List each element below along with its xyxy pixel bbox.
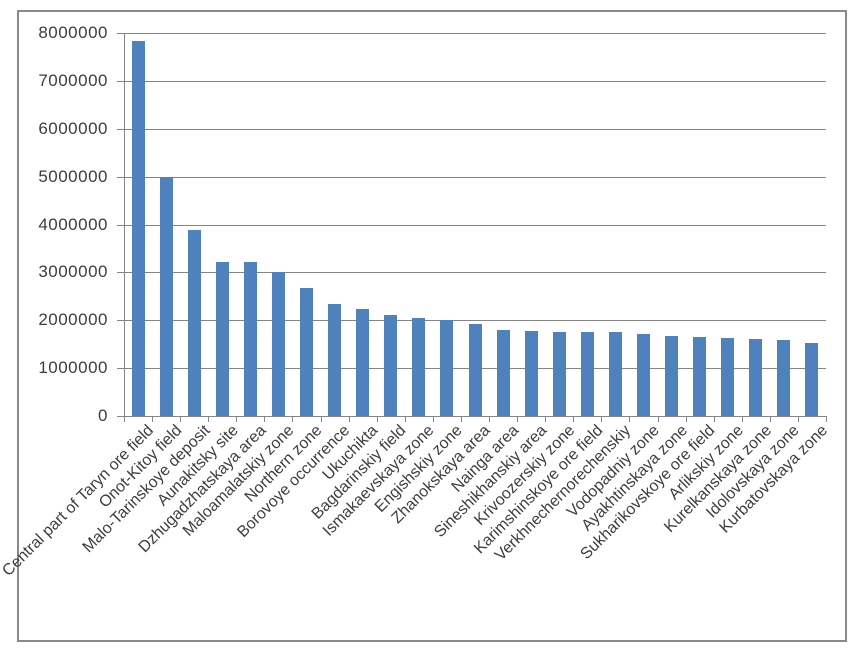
x-axis-tick — [349, 416, 350, 422]
x-axis-tick — [264, 416, 265, 422]
x-axis-tick — [292, 416, 293, 422]
x-axis-tick — [742, 416, 743, 422]
y-axis-label: 3000000 — [38, 262, 108, 281]
bar — [160, 177, 173, 416]
bar — [553, 332, 566, 416]
y-axis-line — [124, 33, 125, 417]
bar — [272, 272, 285, 416]
bar — [132, 41, 145, 416]
x-axis-tick — [573, 416, 574, 422]
gridline — [124, 272, 826, 273]
y-axis-label: 0 — [98, 406, 108, 425]
bar — [777, 340, 790, 416]
y-axis-tick — [117, 129, 124, 130]
bar — [188, 230, 201, 416]
bar — [609, 332, 622, 416]
bar — [637, 334, 650, 416]
y-axis-label: 2000000 — [38, 310, 108, 329]
y-axis-label: 4000000 — [38, 215, 108, 234]
x-axis-tick — [629, 416, 630, 422]
x-axis-tick — [461, 416, 462, 422]
y-axis-label: 6000000 — [38, 119, 108, 138]
x-axis-tick — [321, 416, 322, 422]
bar — [581, 332, 594, 416]
x-axis-tick — [152, 416, 153, 422]
y-axis-tick — [117, 225, 124, 226]
x-axis-tick — [714, 416, 715, 422]
x-axis-tick — [180, 416, 181, 422]
bar — [525, 331, 538, 416]
gridline — [124, 81, 826, 82]
x-axis-line — [124, 416, 827, 417]
x-axis-tick — [545, 416, 546, 422]
y-axis-tick — [117, 320, 124, 321]
y-axis-tick — [117, 368, 124, 369]
y-axis-label: 5000000 — [38, 167, 108, 186]
bar — [412, 318, 425, 416]
x-axis-tick — [517, 416, 518, 422]
bar — [216, 262, 229, 416]
gridline — [124, 225, 826, 226]
x-axis-tick — [377, 416, 378, 422]
bar — [328, 304, 341, 416]
y-axis-label: 8000000 — [38, 23, 108, 42]
x-axis-tick — [489, 416, 490, 422]
x-axis-tick — [236, 416, 237, 422]
bar — [440, 320, 453, 416]
x-axis-tick — [405, 416, 406, 422]
bar — [384, 315, 397, 416]
chart-border-frame — [17, 10, 847, 642]
gridline — [124, 129, 826, 130]
gridline — [124, 320, 826, 321]
bar — [497, 330, 510, 416]
x-axis-tick — [826, 416, 827, 422]
x-axis-tick — [208, 416, 209, 422]
bar — [469, 324, 482, 416]
bar — [805, 343, 818, 416]
x-axis-tick — [770, 416, 771, 422]
bar — [300, 288, 313, 416]
y-axis-tick — [117, 272, 124, 273]
bar — [244, 262, 257, 416]
bar — [721, 338, 734, 416]
y-axis-tick — [117, 177, 124, 178]
x-axis-tick — [798, 416, 799, 422]
bar — [749, 339, 762, 416]
x-axis-tick — [124, 416, 125, 422]
y-axis-tick — [117, 416, 124, 417]
bar — [665, 336, 678, 416]
gridline — [124, 177, 826, 178]
x-axis-tick — [658, 416, 659, 422]
x-axis-tick — [601, 416, 602, 422]
x-axis-tick — [433, 416, 434, 422]
y-axis-tick — [117, 33, 124, 34]
bar — [356, 309, 369, 416]
x-axis-tick — [686, 416, 687, 422]
gridline — [124, 33, 826, 34]
y-axis-label: 7000000 — [38, 71, 108, 90]
bar — [693, 337, 706, 416]
y-axis-label: 1000000 — [38, 358, 108, 377]
y-axis-tick — [117, 81, 124, 82]
